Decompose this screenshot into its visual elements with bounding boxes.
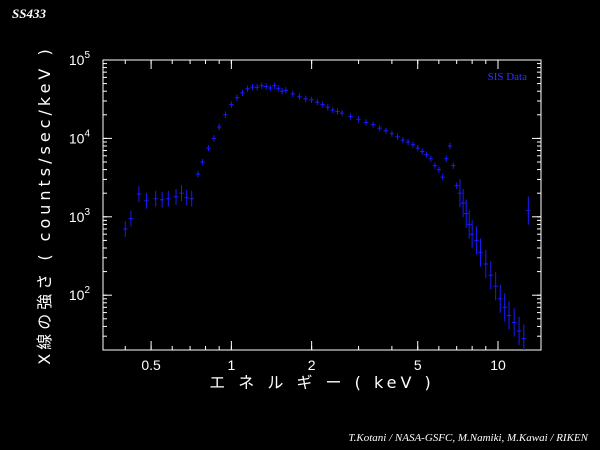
data-point xyxy=(144,192,149,209)
data-point xyxy=(410,141,416,148)
data-point xyxy=(240,89,245,97)
data-point xyxy=(339,110,345,117)
data-point xyxy=(255,84,260,91)
data-point xyxy=(506,301,512,330)
data-point xyxy=(447,142,453,150)
data-point xyxy=(206,145,211,152)
data-point xyxy=(405,138,411,146)
data-point xyxy=(454,182,459,189)
y-tick-label: 105 xyxy=(69,50,91,68)
data-points xyxy=(123,82,531,350)
data-point xyxy=(428,155,434,162)
data-point xyxy=(502,293,507,322)
x-tick-label: 10 xyxy=(490,357,506,373)
data-point xyxy=(128,210,134,227)
data-point xyxy=(136,186,142,202)
corner-title: SS433 xyxy=(12,6,46,21)
data-point xyxy=(400,137,406,144)
data-point xyxy=(229,101,234,108)
x-axis-label: エ ネ ル ギ ー ( keV ) xyxy=(209,373,435,392)
data-point xyxy=(283,87,288,94)
data-point xyxy=(123,221,128,237)
data-point xyxy=(460,188,466,218)
x-tick-label: 1 xyxy=(227,357,235,373)
data-point xyxy=(303,95,308,102)
data-point xyxy=(451,162,456,169)
data-point xyxy=(234,94,240,101)
y-tick-label: 103 xyxy=(69,207,91,225)
data-point xyxy=(245,85,250,92)
data-point xyxy=(469,220,475,249)
data-point xyxy=(424,151,429,158)
data-point xyxy=(457,179,463,208)
y-tick-label: 102 xyxy=(69,285,91,303)
data-point xyxy=(335,108,340,115)
data-point xyxy=(263,83,269,90)
legend-label: SIS Data xyxy=(488,71,528,83)
data-point xyxy=(297,93,302,100)
data-point xyxy=(474,226,479,255)
data-point xyxy=(389,130,395,137)
data-point xyxy=(370,121,376,128)
data-point xyxy=(159,191,165,208)
data-point xyxy=(521,324,527,350)
data-point xyxy=(179,185,184,202)
data-point xyxy=(432,162,438,169)
data-point xyxy=(223,111,228,118)
x-tick-label: 0.5 xyxy=(141,357,161,373)
data-point xyxy=(493,272,498,301)
data-point xyxy=(250,84,255,91)
data-point xyxy=(189,190,194,207)
data-point xyxy=(516,316,522,346)
x-tick-label: 5 xyxy=(414,357,422,373)
data-point xyxy=(173,188,179,205)
data-point xyxy=(383,127,389,134)
axis-ticks: 0.5 1 2 5 10 102 103 104 105 xyxy=(69,50,541,373)
data-point xyxy=(436,166,442,173)
data-point xyxy=(325,104,331,111)
data-point xyxy=(320,101,325,108)
data-point xyxy=(444,155,449,162)
data-point xyxy=(478,238,483,267)
data-point xyxy=(259,82,264,89)
data-point xyxy=(377,125,382,132)
data-point xyxy=(153,190,158,207)
data-point xyxy=(348,113,353,120)
data-point xyxy=(488,261,494,290)
data-point xyxy=(211,135,217,142)
data-point xyxy=(166,190,171,207)
data-point xyxy=(440,174,445,181)
data-point xyxy=(330,106,335,114)
data-point xyxy=(195,171,201,178)
y-axis-label: X線の強さ ( counts/sec/keV ) xyxy=(35,45,54,364)
data-point xyxy=(467,210,472,239)
credit-line: T.Kotani / NASA-GSFC, M.Namiki, M.Kawai … xyxy=(348,432,588,444)
data-point xyxy=(464,199,469,228)
data-point xyxy=(395,133,400,140)
data-point xyxy=(356,116,361,123)
data-point xyxy=(279,88,285,95)
data-point xyxy=(290,90,296,97)
data-point xyxy=(268,84,273,92)
plot-frame xyxy=(102,59,542,351)
data-point xyxy=(483,249,488,279)
data-point xyxy=(309,96,314,104)
data-point xyxy=(363,119,369,126)
data-point xyxy=(511,308,517,337)
data-point xyxy=(200,158,205,166)
x-tick-label: 2 xyxy=(308,357,316,373)
data-point xyxy=(216,123,222,131)
data-point xyxy=(272,82,277,89)
y-tick-label: 104 xyxy=(69,128,91,146)
data-point xyxy=(420,148,425,155)
data-point xyxy=(526,196,531,225)
data-point xyxy=(276,85,281,92)
data-point xyxy=(315,99,320,106)
data-point xyxy=(498,284,503,313)
data-point xyxy=(415,145,420,152)
data-point xyxy=(184,189,189,206)
